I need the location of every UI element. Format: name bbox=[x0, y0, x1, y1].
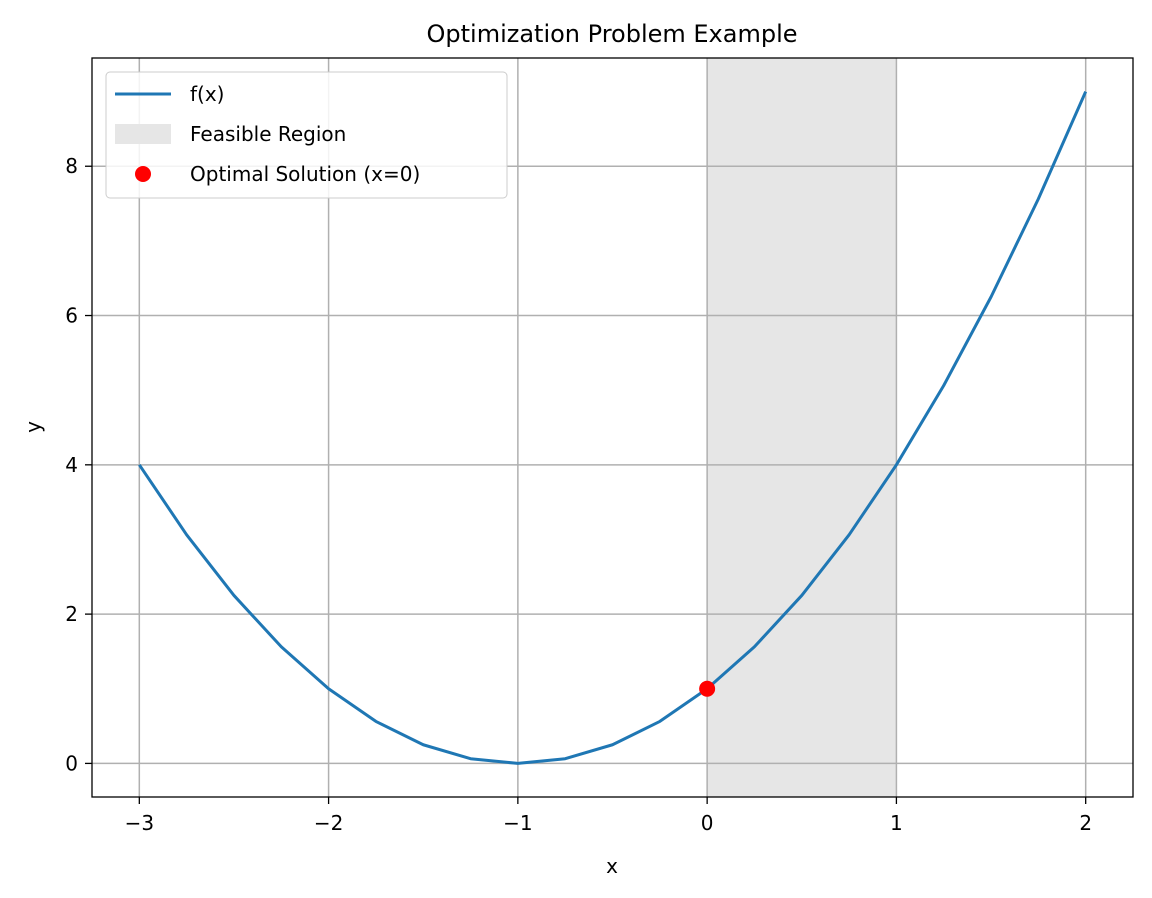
x-axis-label: x bbox=[606, 854, 618, 878]
series-layer bbox=[138, 90, 1088, 765]
y-tick-label: 0 bbox=[65, 751, 78, 775]
point-layer bbox=[699, 680, 716, 697]
feasible-region-layer bbox=[707, 58, 897, 797]
y-tick-label: 2 bbox=[65, 602, 78, 626]
legend-point-swatch bbox=[135, 166, 151, 182]
plot-frame bbox=[91, 57, 1134, 798]
y-tick-label: 4 bbox=[65, 453, 78, 477]
x-tick-label: 0 bbox=[701, 811, 714, 835]
legend-region-swatch bbox=[115, 124, 171, 144]
feasible-region bbox=[707, 58, 897, 797]
x-tick-label: 1 bbox=[890, 811, 903, 835]
y-axis-label: y bbox=[21, 421, 45, 433]
y-tick-label: 6 bbox=[65, 304, 78, 328]
legend: f(x) Feasible Region Optimal Solution (x… bbox=[105, 71, 508, 199]
x-tick-label: −1 bbox=[503, 811, 532, 835]
series-fx-line bbox=[138, 90, 1088, 765]
legend-label-feasible-region: Feasible Region bbox=[190, 122, 346, 146]
chart-title: Optimization Problem Example bbox=[426, 20, 797, 48]
optimal-solution-point bbox=[699, 680, 716, 697]
legend-label-optimal-solution: Optimal Solution (x=0) bbox=[190, 162, 420, 186]
x-tick-label: −2 bbox=[314, 811, 343, 835]
tick-layer: −3 −2 −1 0 1 2 0 2 4 6 8 bbox=[65, 154, 1092, 835]
y-tick-label: 8 bbox=[65, 154, 78, 178]
x-tick-label: 2 bbox=[1079, 811, 1092, 835]
x-tick-label: −3 bbox=[125, 811, 154, 835]
legend-label-fx: f(x) bbox=[190, 82, 224, 106]
legend-box bbox=[105, 71, 508, 199]
